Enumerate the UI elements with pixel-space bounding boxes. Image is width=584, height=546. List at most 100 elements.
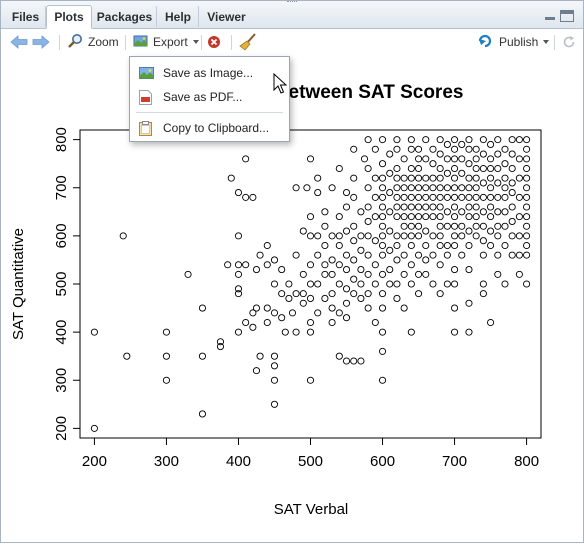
tab-plots[interactable]: Plots [46, 5, 92, 29]
data-point [451, 328, 459, 336]
data-point [342, 227, 351, 235]
data-point [263, 261, 271, 269]
toolbar-divider [201, 35, 202, 50]
tab-viewer[interactable]: Viewer [207, 9, 246, 24]
data-point [335, 280, 343, 288]
data-point [285, 294, 293, 302]
data-point [364, 270, 372, 278]
menu-item-save-as-pdf[interactable]: Save as PDF... [130, 86, 289, 108]
data-point [378, 347, 387, 355]
data-point [252, 304, 261, 312]
data-point [465, 184, 473, 192]
data-point [451, 174, 459, 182]
data-point [249, 193, 257, 201]
maximize-pane-icon[interactable] [560, 10, 574, 22]
data-point [162, 352, 170, 360]
data-point [515, 136, 523, 144]
data-point [292, 251, 300, 259]
export-button[interactable]: Export [133, 29, 199, 55]
data-point [501, 222, 509, 230]
tab-packages[interactable]: Packages [92, 5, 157, 27]
data-point [515, 193, 523, 201]
data-point [378, 160, 387, 168]
data-point [90, 424, 98, 432]
tab-files[interactable]: Files [5, 5, 46, 27]
data-point [249, 309, 257, 317]
data-point [414, 193, 423, 201]
data-point [443, 140, 451, 148]
publish-button[interactable]: Publish [477, 29, 550, 55]
data-point [407, 222, 415, 230]
data-point [350, 145, 358, 153]
data-point [303, 184, 311, 192]
data-point [378, 174, 387, 182]
data-point [487, 155, 495, 163]
data-point [458, 140, 466, 148]
data-point [422, 155, 430, 163]
data-point [321, 294, 329, 302]
data-point [400, 232, 408, 240]
data-point [386, 246, 394, 254]
data-point [487, 241, 495, 250]
chevron-down-icon [543, 40, 550, 44]
data-point [422, 270, 430, 278]
data-point [479, 290, 487, 298]
data-point [357, 294, 365, 302]
back-arrow-icon[interactable] [10, 29, 28, 55]
data-point [472, 193, 480, 201]
data-point [414, 232, 423, 240]
data-point [458, 169, 466, 177]
data-point [371, 193, 379, 201]
data-point [306, 155, 315, 163]
data-point [242, 318, 250, 327]
data-point [378, 213, 387, 221]
data-point [479, 222, 487, 230]
minimize-pane-icon[interactable] [543, 10, 557, 22]
data-point [371, 213, 379, 221]
data-point [364, 164, 372, 173]
tab-help[interactable]: Help [157, 5, 199, 27]
export-dropdown-menu: Save as Image... Save as PDF... Copy to … [129, 56, 290, 142]
data-point [523, 174, 531, 182]
data-point [451, 304, 459, 312]
data-point [256, 352, 264, 360]
data-point [278, 314, 286, 322]
data-point [342, 314, 351, 322]
x-tick-label: 600 [370, 453, 395, 470]
menu-item-copy-to-clipboard[interactable]: Copy to Clipboard... [130, 117, 289, 139]
data-point [198, 304, 207, 312]
zoom-button[interactable]: Zoom [67, 29, 119, 55]
data-point [508, 150, 516, 158]
data-point [342, 189, 351, 197]
data-point [299, 270, 307, 278]
remove-plot-icon[interactable] [207, 29, 221, 55]
data-point [407, 232, 415, 240]
y-tick-label: 500 [53, 271, 70, 296]
data-point [357, 232, 365, 240]
data-point [393, 145, 401, 153]
forward-arrow-icon[interactable] [32, 29, 50, 55]
data-point [494, 270, 502, 278]
data-point [414, 251, 423, 259]
menu-item-save-as-image[interactable]: Save as Image... [130, 62, 289, 84]
x-tick-label: 300 [154, 453, 179, 470]
data-point [487, 227, 495, 235]
refresh-icon[interactable] [562, 29, 576, 55]
clear-all-broom-icon[interactable] [239, 29, 257, 55]
data-point [350, 256, 358, 264]
data-point [342, 299, 351, 307]
data-point [494, 193, 502, 201]
data-point [328, 232, 336, 240]
data-point [523, 145, 531, 153]
data-point [350, 222, 358, 230]
data-point [414, 290, 423, 298]
data-point [487, 164, 495, 173]
data-point [451, 136, 459, 144]
data-point [216, 343, 225, 351]
resize-grip[interactable] [287, 1, 297, 7]
data-point [378, 304, 387, 312]
data-point [422, 213, 430, 221]
plot-area: etween SAT Scores 200 300 400 500 600 700 800 … [1, 55, 583, 541]
data-point [364, 136, 372, 144]
data-point [451, 222, 459, 230]
